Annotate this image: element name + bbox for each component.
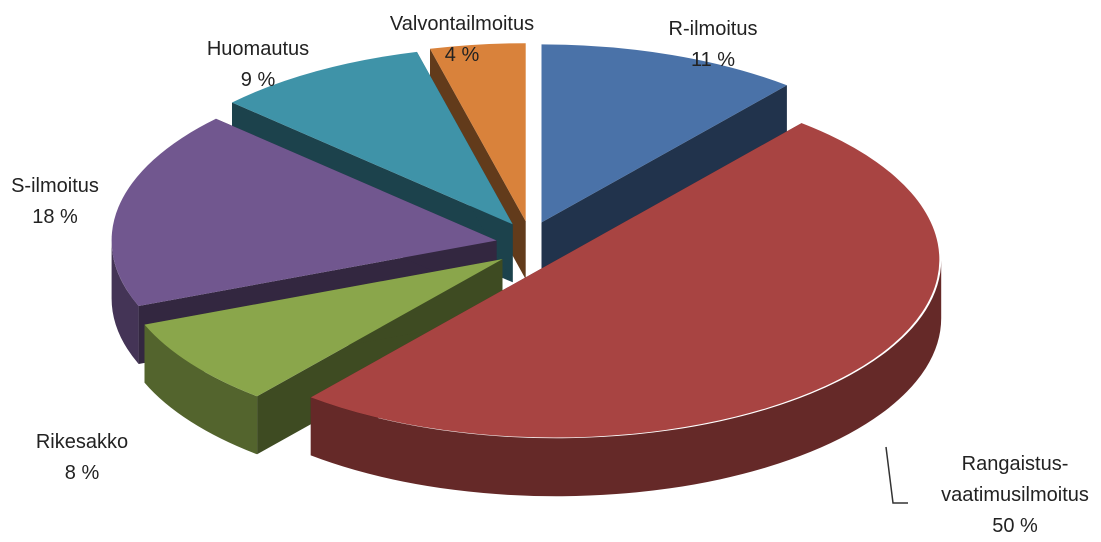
slice [111, 118, 497, 306]
slice-label: Huomautus 9 % [158, 34, 358, 96]
leader-line [885, 446, 908, 504]
slice [310, 123, 940, 438]
slice-rim [310, 260, 942, 497]
value-label: 50 % [992, 515, 1038, 537]
category-label: Rikesakko [35, 431, 129, 453]
category-label: Valvontailmoitus [389, 13, 535, 35]
value-label: 4 % [444, 44, 480, 66]
category-label: S-ilmoitus [11, 175, 99, 197]
slice [232, 51, 513, 225]
slice-label: Valvontailmoitus 4 % [352, 9, 572, 71]
value-label: 11 % [690, 49, 736, 71]
slice-label: S-ilmoitus 18 % [0, 171, 155, 233]
slice [541, 44, 787, 223]
category-label: Huomautus [206, 38, 310, 60]
value-label: 18 % [32, 206, 78, 228]
slice-label: Rikesakko 8 % [0, 427, 182, 489]
slice-rim [111, 240, 139, 364]
slice [144, 259, 503, 397]
value-label: 9 % [240, 69, 276, 91]
slice-label: Rangaistus-vaatimusilmoitus 50 % [910, 449, 1101, 542]
slice-rim [144, 324, 258, 455]
slice [430, 43, 526, 222]
category-label: R-ilmoitus [668, 18, 758, 40]
slice-label: R-ilmoitus 11 % [613, 14, 813, 76]
slice-wall [541, 85, 787, 281]
value-label: 8 % [64, 462, 100, 484]
category-label: Rangaistus-vaatimusilmoitus [941, 453, 1089, 506]
